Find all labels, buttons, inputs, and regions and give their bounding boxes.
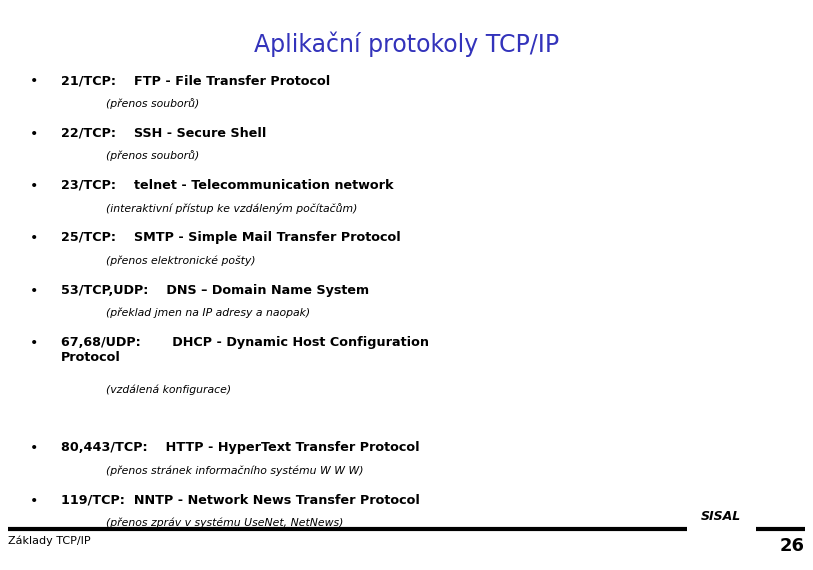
Text: •: • <box>30 336 38 351</box>
Text: 80,443/TCP:    HTTP - HyperText Transfer Protocol: 80,443/TCP: HTTP - HyperText Transfer Pr… <box>61 441 420 454</box>
Text: •: • <box>30 231 38 246</box>
Text: 25/TCP:    SMTP - Simple Mail Transfer Protocol: 25/TCP: SMTP - Simple Mail Transfer Prot… <box>61 231 401 245</box>
Text: (interaktivní přístup ke vzdáleným počítačům): (interaktivní přístup ke vzdáleným počít… <box>106 203 357 214</box>
Text: 67,68/UDP:       DHCP - Dynamic Host Configuration
Protocol: 67,68/UDP: DHCP - Dynamic Host Configura… <box>61 336 429 364</box>
Text: •: • <box>30 127 38 141</box>
Text: 22/TCP:    SSH - Secure Shell: 22/TCP: SSH - Secure Shell <box>61 127 267 140</box>
Text: (přenos souborů): (přenos souborů) <box>106 150 199 161</box>
Text: •: • <box>30 179 38 193</box>
Text: (přenos elektronické pošty): (přenos elektronické pošty) <box>106 255 255 266</box>
Text: •: • <box>30 494 38 508</box>
Text: (přenos zpráv v systému UseNet, NetNews): (přenos zpráv v systému UseNet, NetNews) <box>106 518 343 528</box>
Text: 23/TCP:    telnet - Telecommunication network: 23/TCP: telnet - Telecommunication netwo… <box>61 179 393 192</box>
Text: Aplikační protokoly TCP/IP: Aplikační protokoly TCP/IP <box>254 31 559 57</box>
Text: (překlad jmen na IP adresy a naopak): (překlad jmen na IP adresy a naopak) <box>106 308 310 318</box>
Text: (přenos souborů): (přenos souborů) <box>106 98 199 109</box>
Text: Základy TCP/IP: Základy TCP/IP <box>8 536 91 546</box>
Text: (přenos stránek informačního systému W W W): (přenos stránek informačního systému W W… <box>106 465 363 475</box>
Text: 21/TCP:    FTP - File Transfer Protocol: 21/TCP: FTP - File Transfer Protocol <box>61 74 330 87</box>
Text: SISAL: SISAL <box>701 510 741 523</box>
Text: •: • <box>30 284 38 298</box>
Text: 53/TCP,UDP:    DNS – Domain Name System: 53/TCP,UDP: DNS – Domain Name System <box>61 284 369 297</box>
Text: •: • <box>30 74 38 88</box>
Text: (vzdálená konfigurace): (vzdálená konfigurace) <box>106 384 231 394</box>
Text: 26: 26 <box>780 537 805 555</box>
Text: •: • <box>30 441 38 455</box>
Text: 119/TCP:  NNTP - Network News Transfer Protocol: 119/TCP: NNTP - Network News Transfer Pr… <box>61 494 420 507</box>
